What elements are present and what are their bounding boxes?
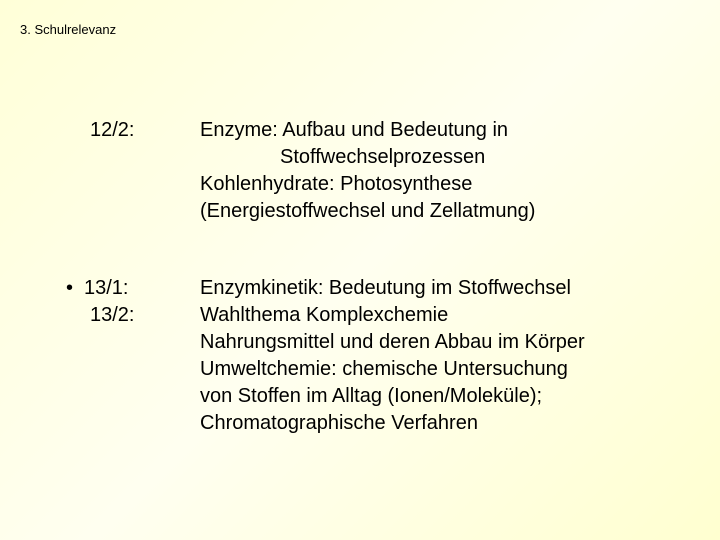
- section-label: •13/1:: [40, 275, 200, 302]
- body-line: Chromatographische Verfahren: [200, 410, 680, 437]
- body-line: Kohlenhydrate: Photosynthese: [200, 171, 680, 198]
- body-line: (Energiestoffwechsel und Zellatmung): [200, 198, 680, 225]
- body-line: von Stoffen im Alltag (Ionen/Moleküle);: [200, 383, 680, 410]
- body-line: Enzymkinetik: Bedeutung im Stoffwechsel: [200, 275, 680, 302]
- header-title: 3. Schulrelevanz: [20, 22, 116, 37]
- slide-header: 3. Schulrelevanz: [0, 0, 720, 37]
- body-line: Wahlthema Komplexchemie: [200, 302, 680, 329]
- body-line: Enzyme: Aufbau und Bedeutung in: [200, 117, 680, 144]
- section-label-col: 12/2:: [40, 117, 200, 225]
- section-label-text: 13/1:: [84, 277, 128, 299]
- section-label: 13/2:: [40, 302, 200, 329]
- section-body-col: Enzyme: Aufbau und Bedeutung in Stoffwec…: [200, 117, 680, 225]
- section-label-col: •13/1: 13/2:: [40, 275, 200, 437]
- section-row: 12/2: Enzyme: Aufbau und Bedeutung in St…: [40, 117, 680, 225]
- body-line: Umweltchemie: chemische Untersuchung: [200, 356, 680, 383]
- section-row: •13/1: 13/2: Enzymkinetik: Bedeutung im …: [40, 275, 680, 437]
- section-label: 12/2:: [40, 117, 200, 144]
- section-body-col: Enzymkinetik: Bedeutung im Stoffwechsel …: [200, 275, 680, 437]
- body-line: Nahrungsmittel und deren Abbau im Körper: [200, 329, 680, 356]
- slide-content: 12/2: Enzyme: Aufbau und Bedeutung in St…: [0, 37, 720, 437]
- body-line: Stoffwechselprozessen: [200, 144, 680, 171]
- bullet-icon: •: [66, 275, 84, 302]
